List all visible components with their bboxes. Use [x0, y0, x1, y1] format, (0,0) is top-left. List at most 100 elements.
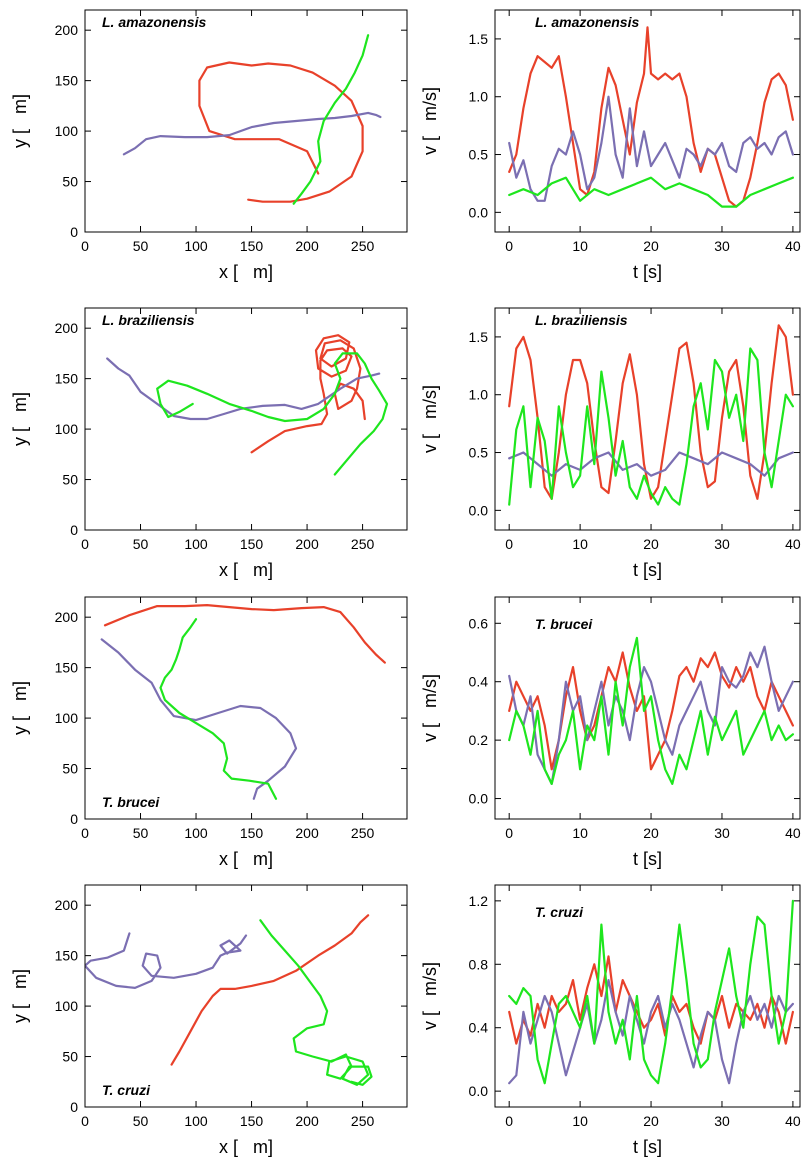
- y-tick-label: 150: [55, 660, 79, 676]
- x-tick-label: 250: [351, 536, 375, 552]
- y-tick-label: 50: [62, 761, 78, 777]
- y-tick-label: 100: [55, 710, 79, 726]
- x-tick-label: 250: [351, 238, 375, 254]
- series-red-line: [508, 651, 794, 771]
- x-tick-label: 30: [714, 238, 730, 254]
- x-axis-label: x [ m]: [219, 262, 273, 282]
- y-tick-label: 0.5: [469, 147, 489, 163]
- series-green-line: [156, 352, 389, 476]
- y-tick-label: 0.0: [469, 791, 489, 807]
- x-tick-label: 40: [785, 238, 801, 254]
- y-tick-label: 0.4: [469, 674, 489, 690]
- panel-title: T. cruzi: [535, 904, 584, 920]
- y-tick-label: 50: [62, 174, 78, 190]
- y-axis-label: y [ m]: [10, 94, 30, 148]
- x-axis-label: t [s]: [633, 1137, 662, 1157]
- y-tick-label: 1.2: [469, 893, 489, 909]
- x-tick-label: 0: [505, 825, 513, 841]
- series-group: [122, 34, 382, 205]
- y-tick-label: 1.0: [469, 387, 489, 403]
- y-tick-label: 0.5: [469, 445, 489, 461]
- x-tick-label: 20: [643, 238, 659, 254]
- series-green-line: [508, 636, 794, 785]
- panel-title: L. amazonensis: [102, 14, 206, 30]
- x-tick-label: 40: [785, 536, 801, 552]
- y-tick-label: 0: [70, 522, 78, 538]
- y-axis-label: y [ m]: [10, 392, 30, 446]
- y-tick-label: 0.0: [469, 1083, 489, 1099]
- plot-frame: [494, 9, 801, 233]
- series-purple-line: [508, 451, 794, 477]
- y-tick-label: 150: [55, 73, 79, 89]
- y-axis-label: y [ m]: [10, 681, 30, 735]
- panel-title: L. amazonensis: [535, 14, 639, 30]
- series-green-line: [508, 176, 794, 208]
- x-tick-label: 0: [505, 238, 513, 254]
- x-tick-label: 30: [714, 536, 730, 552]
- plot-frame: [494, 884, 801, 1108]
- y-tick-label: 0.4: [469, 1020, 489, 1036]
- series-purple-line: [122, 111, 382, 156]
- plot-frame: [494, 596, 801, 820]
- y-tick-label: 50: [62, 1049, 78, 1065]
- x-tick-label: 200: [295, 825, 319, 841]
- x-tick-label: 0: [81, 825, 89, 841]
- plot-frame: [84, 9, 408, 233]
- series-group: [508, 899, 794, 1085]
- y-tick-label: 0.0: [469, 204, 489, 220]
- x-tick-label: 20: [643, 1113, 659, 1129]
- x-tick-label: 150: [240, 1113, 264, 1129]
- y-tick-label: 1.5: [469, 31, 489, 47]
- plot-frame: [494, 307, 801, 531]
- series-purple-line: [106, 357, 381, 421]
- y-tick-label: 200: [55, 609, 79, 625]
- chart-panel-7: 0 50 100 150 200 250 0 50 100 150 200 x [ m] y [ m] T…: [10, 884, 408, 1157]
- x-tick-label: 10: [572, 1113, 588, 1129]
- y-tick-label: 0: [70, 1099, 78, 1115]
- series-red-line: [250, 334, 366, 454]
- series-group: [508, 26, 794, 208]
- series-green-line: [508, 347, 794, 506]
- series-green-line: [259, 919, 373, 1086]
- series-group: [508, 636, 794, 785]
- y-tick-label: 100: [55, 421, 79, 437]
- series-red-line: [508, 324, 794, 500]
- panel-title: T. brucei: [535, 616, 593, 632]
- x-tick-label: 0: [81, 238, 89, 254]
- chart-panel-1: 0 50 100 150 200 250 0 50 100 150 200 x [ m] y [ m] L…: [10, 9, 408, 282]
- series-group: [100, 604, 386, 800]
- x-tick-label: 30: [714, 1113, 730, 1129]
- x-tick-label: 20: [643, 536, 659, 552]
- x-tick-label: 200: [295, 536, 319, 552]
- y-tick-label: 1.5: [469, 329, 489, 345]
- x-tick-label: 50: [133, 536, 149, 552]
- y-tick-label: 200: [55, 22, 79, 38]
- y-axis-label: v [ m/s]: [420, 674, 440, 742]
- x-tick-label: 0: [81, 1113, 89, 1129]
- series-red-line: [508, 26, 794, 208]
- x-tick-label: 150: [240, 536, 264, 552]
- y-tick-label: 100: [55, 123, 79, 139]
- panel-title: L. braziliensis: [102, 312, 195, 328]
- x-tick-label: 100: [184, 536, 208, 552]
- x-tick-label: 100: [184, 825, 208, 841]
- x-tick-label: 10: [572, 238, 588, 254]
- series-purple-line: [85, 932, 248, 989]
- x-tick-label: 50: [133, 825, 149, 841]
- x-axis-label: x [ m]: [219, 560, 273, 580]
- x-tick-label: 10: [572, 536, 588, 552]
- x-tick-label: 250: [351, 1113, 375, 1129]
- y-tick-label: 0.0: [469, 502, 489, 518]
- y-tick-label: 100: [55, 998, 79, 1014]
- x-tick-label: 0: [81, 536, 89, 552]
- y-tick-label: 1.0: [469, 89, 489, 105]
- x-tick-label: 40: [785, 1113, 801, 1129]
- x-tick-label: 10: [572, 825, 588, 841]
- x-tick-label: 30: [714, 825, 730, 841]
- plot-frame: [84, 596, 408, 820]
- chart-panel-2: 0 10 20 30 40 0.0 0.5 1.0 1.5 t [s] v [ m/s] L. ama…: [420, 9, 801, 282]
- y-tick-label: 0.6: [469, 615, 489, 631]
- x-tick-label: 100: [184, 238, 208, 254]
- plot-frame: [84, 884, 408, 1108]
